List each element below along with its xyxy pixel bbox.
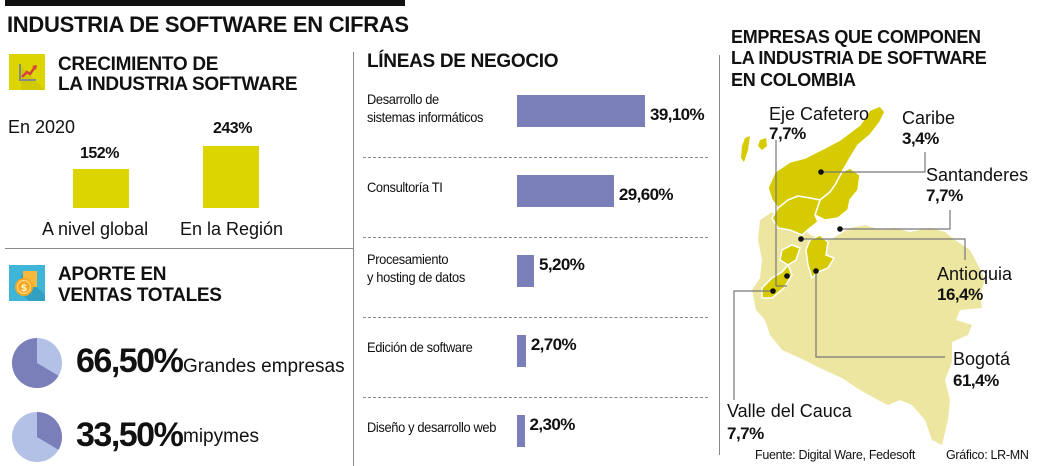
business-category-label: Procesamiento y hosting de datos <box>367 250 465 286</box>
region-pct-caribe: 3,4% <box>902 129 939 148</box>
business-category-line: Diseño y desarrollo web <box>367 419 497 435</box>
business-value-label: 39,10% <box>650 105 705 124</box>
business-category-line: y hosting de datos <box>367 269 465 285</box>
business-category-label: Desarrollo de sistemas informáticos <box>367 90 483 126</box>
dot-eje-cafetero <box>784 273 790 279</box>
business-row-divider <box>363 397 708 398</box>
business-title: LÍNEAS DE NEGOCIO <box>367 51 559 72</box>
business-bar <box>517 95 645 127</box>
pie-grandes-empresas <box>11 338 62 388</box>
leader-valle <box>733 290 773 400</box>
business-bar <box>517 255 535 287</box>
business-value-label: 2,70% <box>530 335 577 354</box>
growth-value-label-region: 243% <box>213 120 252 137</box>
pie-value-mipymes: 33,50% <box>76 416 184 454</box>
region-name-bogota: Bogotá <box>953 349 1011 369</box>
business-bar <box>517 175 614 207</box>
region-pct-antioquia: 16,4% <box>937 285 983 304</box>
business-value-label: 5,20% <box>539 255 585 274</box>
sales-title-line1: APORTE EN <box>58 264 167 285</box>
pie-mipymes <box>12 412 62 462</box>
region-name-santanderes: Santanderes <box>926 165 1029 185</box>
map-title-line2: LA INDUSTRIA DE SOFTWARE <box>731 48 987 68</box>
pie-label-mipymes: mipymes <box>183 426 260 447</box>
pie-mipymes-slice <box>37 412 62 450</box>
business-category-line: Desarrollo de <box>367 91 439 107</box>
dot-antioquia <box>798 236 804 242</box>
leader-antioquia <box>801 238 966 260</box>
business-category-label: Edición de software <box>367 338 473 356</box>
region-name-valle: Valle del Cauca <box>727 401 852 421</box>
page-title: INDUSTRIA DE SOFTWARE EN CIFRAS <box>7 12 409 37</box>
colombia-map <box>733 105 985 445</box>
map-title-line1: EMPRESAS QUE COMPONEN <box>731 27 981 47</box>
credit-note: Gráfico: LR-MN <box>946 448 1029 462</box>
business-row-divider <box>363 237 708 238</box>
region-pct-eje-cafetero: 7,7% <box>769 124 806 143</box>
island-san-andres <box>741 136 750 162</box>
source-note: Fuente: Digital Ware, Fedesoft <box>755 448 916 462</box>
year-label: En 2020 <box>8 117 76 137</box>
region-pct-santanderes: 7,7% <box>926 186 963 205</box>
business-category-line: Consultoría TI <box>367 179 443 195</box>
leader-santanderes <box>840 210 951 230</box>
pie-grandes-empresas-slice <box>11 338 59 388</box>
dot-bogota <box>813 268 819 274</box>
business-value-label: 29,60% <box>618 185 674 204</box>
leader-caribe <box>821 152 926 173</box>
growth-bar-global <box>73 169 129 208</box>
header-rule <box>5 0 405 6</box>
region-name-caribe: Caribe <box>902 108 956 128</box>
map-region-bogota <box>805 234 836 280</box>
business-row-divider <box>363 317 708 318</box>
business-category-line: sistemas informáticos <box>367 109 484 125</box>
divider-right <box>719 55 720 455</box>
business-bar <box>517 335 526 367</box>
map-region-valle <box>761 263 793 299</box>
growth-category-global: A nivel global <box>42 219 149 239</box>
business-category-line: Procesamiento <box>367 251 449 267</box>
svg-text:$: $ <box>21 283 28 294</box>
region-pct-valle: 7,7% <box>727 424 764 443</box>
growth-category-region: En la Región <box>180 219 284 239</box>
divider-left <box>353 52 354 466</box>
growth-bar-region <box>203 146 259 208</box>
pie-value-grandes-empresas: 66,50% <box>76 342 184 380</box>
map-title-line3: EN COLOMBIA <box>731 70 856 90</box>
dot-valle <box>770 288 776 294</box>
region-pct-bogota: 61,4% <box>953 371 999 390</box>
map-region-antioquia <box>771 195 821 236</box>
growth-title-line1: CRECIMIENTO DE <box>58 54 219 75</box>
region-name-eje-cafetero: Eje Cafetero <box>769 104 870 124</box>
business-category-line: Edición de software <box>367 339 473 355</box>
map-region-eje-cafetero <box>779 244 801 266</box>
growth-value-label-global: 152% <box>80 145 119 162</box>
dot-caribe <box>818 169 824 175</box>
divider-left-horizontal <box>5 248 354 249</box>
growth-title-line2: LA INDUSTRIA SOFTWARE <box>58 74 298 95</box>
leader-bogota <box>815 271 945 358</box>
dot-santanderes <box>837 226 843 232</box>
sales-title-line2: VENTAS TOTALES <box>58 285 222 306</box>
island-providencia <box>758 138 767 150</box>
growth-chart-icon <box>9 54 45 95</box>
business-bar <box>517 415 525 447</box>
business-value-label: 2,30% <box>529 415 576 434</box>
business-category-label: Consultoría TI <box>367 178 443 196</box>
business-row-divider <box>363 157 708 158</box>
business-category-label: Diseño y desarrollo web <box>367 418 496 436</box>
region-name-antioquia: Antioquia <box>937 264 1013 284</box>
coins-icon: $ <box>9 265 45 306</box>
pie-label-grandes-empresas: Grandes empresas <box>183 356 345 377</box>
